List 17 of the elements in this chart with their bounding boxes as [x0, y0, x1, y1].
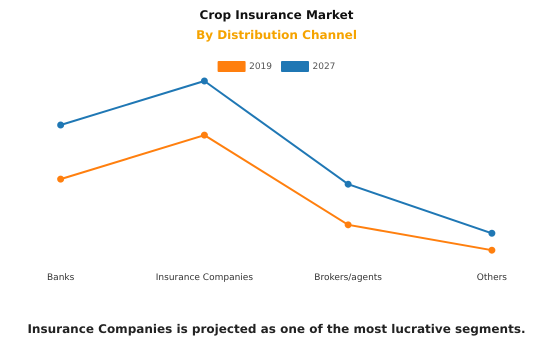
- legend-label: 2027: [312, 62, 336, 72]
- x-tick-label: Banks: [47, 272, 75, 283]
- chart-title: Crop Insurance Market: [198, 8, 354, 22]
- x-tick-label: Insurance Companies: [156, 272, 254, 283]
- point: [344, 221, 352, 228]
- x-tick-label: Brokers/agents: [314, 272, 382, 283]
- chart-subtitle: By Distribution Channel: [195, 28, 358, 42]
- text: Insurance Companies is projected as one of the most lucrative segments.: [26, 322, 527, 336]
- point: [57, 176, 64, 183]
- point: [488, 246, 496, 254]
- legend-label: 2019: [249, 62, 272, 72]
- point: [344, 180, 352, 188]
- point: [200, 78, 208, 84]
- point: [200, 132, 208, 139]
- point: [488, 230, 496, 237]
- x-tick-label: Others: [476, 272, 508, 283]
- point: [57, 121, 64, 128]
